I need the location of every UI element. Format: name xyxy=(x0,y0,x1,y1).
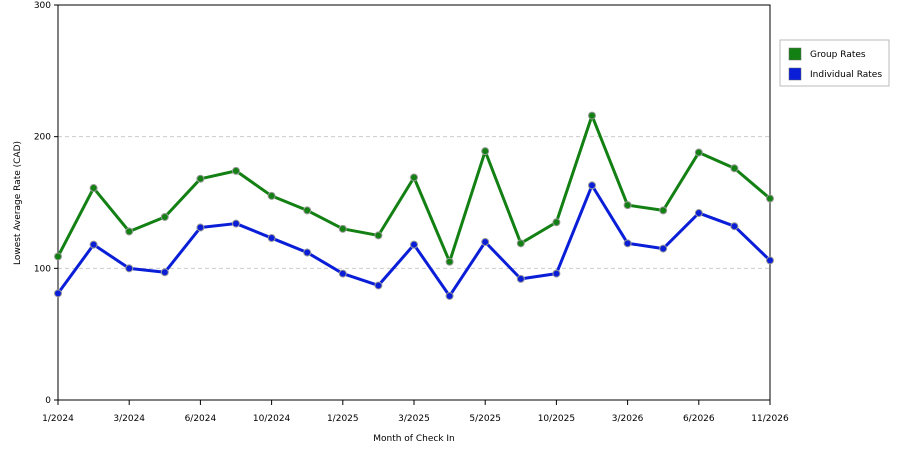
x-tick-label: 11/2026 xyxy=(751,414,789,424)
data-point xyxy=(410,240,418,249)
data-point xyxy=(730,222,739,231)
x-tick-label: 10/2024 xyxy=(253,414,291,424)
legend-label: Group Rates xyxy=(810,50,866,60)
data-point xyxy=(659,206,668,215)
data-point xyxy=(160,212,169,221)
data-point xyxy=(481,238,490,246)
legend-swatch xyxy=(788,67,802,81)
data-point xyxy=(160,268,169,277)
data-point xyxy=(54,289,62,298)
data-point xyxy=(694,209,703,218)
y-axis-label: Lowest Average Rate (CAD) xyxy=(13,141,23,265)
plot-frame xyxy=(57,4,771,401)
data-point xyxy=(694,148,703,157)
x-tick-label: 3/2026 xyxy=(612,414,644,424)
data-point xyxy=(516,239,525,248)
legend-label: Individual Rates xyxy=(810,70,882,80)
data-point xyxy=(232,219,240,228)
data-point xyxy=(303,206,312,215)
data-point xyxy=(196,174,205,183)
data-point xyxy=(267,191,276,200)
data-point xyxy=(766,194,774,203)
data-point xyxy=(196,223,205,232)
y-tick-label: 200 xyxy=(34,133,51,143)
data-point xyxy=(659,244,668,253)
y-tick-label: 100 xyxy=(34,264,51,274)
data-point xyxy=(338,224,347,233)
x-tick-label: 6/2024 xyxy=(185,414,217,424)
data-point xyxy=(445,257,454,266)
x-tick-label: 3/2025 xyxy=(398,414,430,424)
data-point xyxy=(410,173,418,182)
data-point xyxy=(552,218,561,227)
data-point xyxy=(374,281,383,290)
series-line xyxy=(56,114,771,264)
data-point xyxy=(552,269,561,278)
data-point xyxy=(516,274,525,283)
data-point xyxy=(267,234,276,243)
y-tick-label: 0 xyxy=(45,396,51,406)
x-tick-label: 10/2025 xyxy=(538,414,575,424)
x-tick-label: 1/2024 xyxy=(42,414,74,424)
data-point xyxy=(623,201,632,210)
data-point xyxy=(89,184,98,193)
data-point xyxy=(766,256,774,265)
data-point xyxy=(125,227,134,236)
data-point xyxy=(374,231,383,240)
data-point xyxy=(588,181,596,190)
data-point xyxy=(89,240,98,249)
y-tick-label: 300 xyxy=(34,1,51,11)
data-point xyxy=(588,111,596,120)
data-point xyxy=(303,248,312,257)
x-tick-label: 5/2025 xyxy=(469,414,501,424)
x-tick-label: 1/2025 xyxy=(327,414,359,424)
data-point xyxy=(623,239,632,248)
data-point xyxy=(232,166,240,175)
data-point xyxy=(481,147,490,156)
x-tick-label: 3/2024 xyxy=(113,414,145,424)
data-point xyxy=(730,164,739,173)
data-point xyxy=(54,252,62,261)
x-tick-label: 6/2026 xyxy=(683,414,715,424)
data-point xyxy=(338,269,347,278)
data-point xyxy=(125,264,134,273)
legend-swatch xyxy=(788,47,802,61)
x-axis-label: Month of Check In xyxy=(373,434,455,444)
data-point xyxy=(445,291,454,300)
